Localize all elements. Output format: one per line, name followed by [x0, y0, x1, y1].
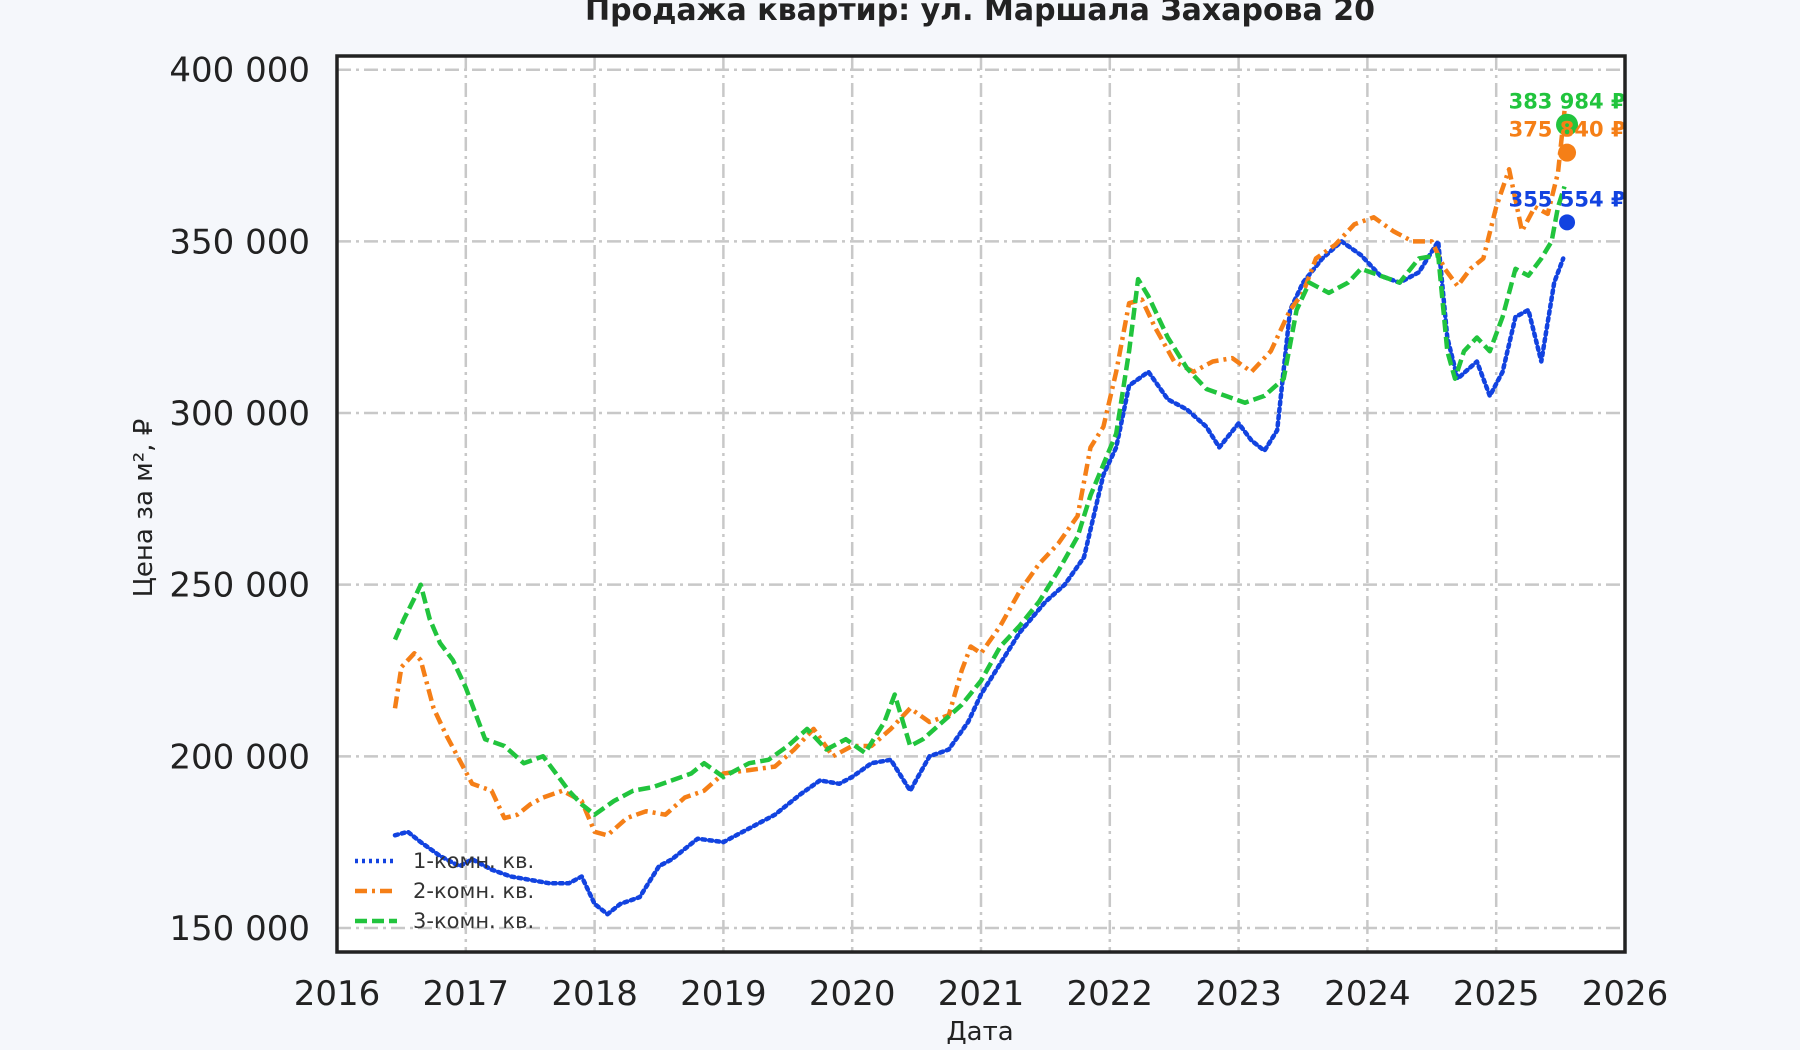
y-tick-label: 400 000	[169, 51, 310, 91]
series-line-1	[392, 239, 1566, 917]
y-axis-label: Цена за м², ₽	[129, 419, 159, 598]
end-point-marker	[1559, 214, 1576, 231]
series-layer	[392, 110, 1567, 917]
y-tick-label: 300 000	[169, 394, 310, 434]
x-tick-label: 2022	[1067, 974, 1154, 1014]
legend-label: 1-комн. кв.	[413, 849, 534, 873]
plot-frame	[335, 54, 1627, 954]
x-axis-label: Дата	[946, 1017, 1013, 1047]
x-tick-label: 2019	[680, 974, 767, 1014]
chart-title: Продажа квартир: ул. Маршала Захарова 20	[585, 0, 1375, 28]
series-line-3	[392, 185, 1567, 817]
x-tick-label: 2026	[1582, 974, 1669, 1014]
value-annotation: 383 984 ₽	[1509, 90, 1626, 114]
end-markers	[1556, 113, 1579, 231]
x-tick-label: 2016	[294, 974, 381, 1014]
x-tick-label: 2020	[809, 974, 896, 1014]
x-tick-label: 2023	[1195, 974, 1282, 1014]
y-tick-label: 250 000	[169, 566, 310, 606]
x-tick-label: 2018	[551, 974, 638, 1014]
value-annotation: 355 554 ₽	[1509, 187, 1626, 211]
annotations: 383 984 ₽ 375 840 ₽ 355 554 ₽	[1509, 90, 1626, 212]
x-tick-label: 2024	[1324, 974, 1411, 1014]
grid	[335, 56, 1627, 952]
y-tick-label: 200 000	[169, 737, 310, 777]
legend-label: 2-комн. кв.	[413, 879, 534, 903]
legend: 1-комн. кв. 2-комн. кв. 3-комн. кв.	[355, 849, 534, 933]
y-tick-label: 350 000	[169, 222, 310, 262]
y-axis-ticks: 150 000 200 000 250 000 300 000 350 000 400 0…	[169, 51, 310, 949]
series-line-2	[392, 110, 1567, 838]
y-tick-label: 150 000	[169, 909, 310, 949]
plot-area	[337, 56, 1625, 952]
x-axis-ticks: 2016 2017 2018 2019 2020 2021 2022 2023 2024 2025…	[294, 974, 1669, 1014]
legend-label: 3-комн. кв.	[413, 909, 534, 933]
x-tick-label: 2021	[938, 974, 1025, 1014]
x-tick-label: 2025	[1453, 974, 1540, 1014]
value-annotation: 375 840 ₽	[1509, 118, 1626, 142]
end-point-marker	[1556, 113, 1579, 136]
end-point-marker	[1558, 143, 1577, 162]
x-tick-label: 2017	[423, 974, 510, 1014]
